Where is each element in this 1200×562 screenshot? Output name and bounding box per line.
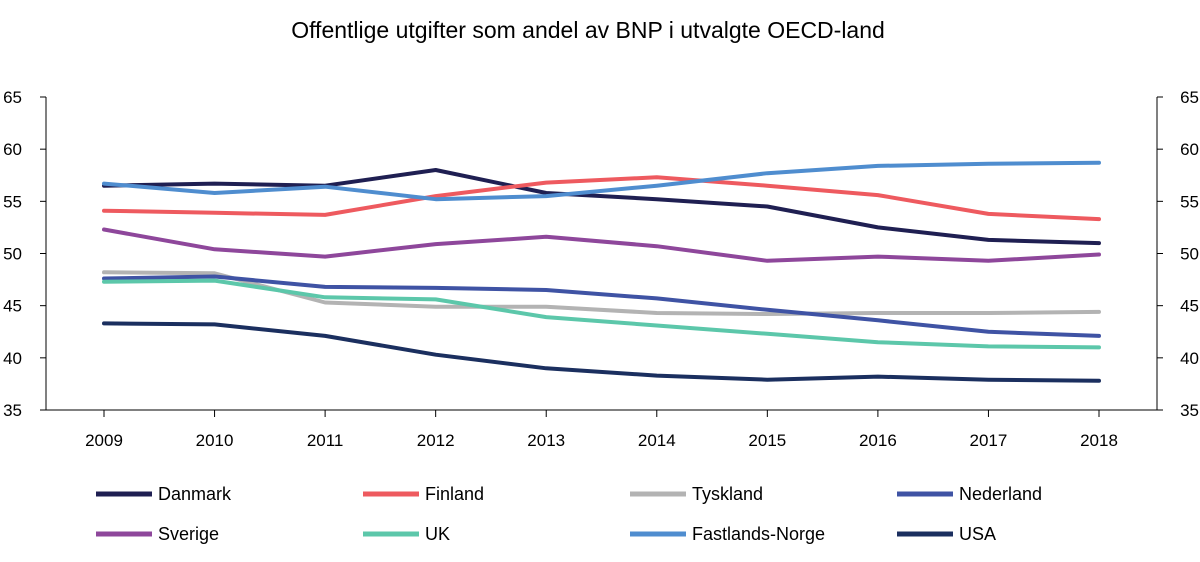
legend-item-tyskland: Tyskland [630, 484, 763, 504]
x-tick-label: 2009 [85, 431, 123, 450]
series-line-fastlands-norge [102, 160, 1101, 202]
series-lines [102, 160, 1101, 383]
x-tick-label: 2013 [527, 431, 565, 450]
legend-label: UK [425, 524, 450, 544]
series-line-finland [102, 175, 1101, 222]
y-tick-label-left: 35 [3, 401, 22, 420]
legend-label: USA [959, 524, 996, 544]
legend-item-usa: USA [897, 524, 996, 544]
y-tick-label-right: 60 [1180, 140, 1199, 159]
legend-item-nederland: Nederland [897, 484, 1042, 504]
legend-item-finland: Finland [363, 484, 484, 504]
legend-label: Danmark [158, 484, 232, 504]
x-tick-label: 2011 [307, 431, 344, 450]
y-tick-label-right: 35 [1180, 401, 1199, 420]
y-tick-label-right: 45 [1180, 297, 1199, 316]
legend: Danmark Finland Tyskland Nederland Sverige UK… [96, 484, 1042, 544]
legend-label: Nederland [959, 484, 1042, 504]
x-ticks: 2009 2010 2011 2012 2013 2014 2015 2016 2017 2018 [85, 410, 1118, 450]
series-line-danmark [102, 168, 1101, 246]
legend-item-fastlands-norge: Fastlands-Norge [630, 524, 825, 544]
y-tick-label-right: 40 [1180, 349, 1199, 368]
y-tick-label-left: 65 [3, 88, 22, 107]
series-line-nederland [102, 274, 1101, 338]
y-tick-label-right: 55 [1180, 192, 1199, 211]
y-tick-label-left: 55 [3, 192, 22, 211]
series-line-uk [102, 278, 1101, 350]
series-line-usa [102, 321, 1101, 383]
y-tick-label-left: 45 [3, 297, 22, 316]
y-tick-label-right: 50 [1180, 245, 1199, 264]
y-ticks-left: 35 40 45 50 55 60 65 [3, 88, 46, 420]
x-tick-label: 2015 [748, 431, 786, 450]
x-tick-label: 2012 [417, 431, 455, 450]
y-tick-label-left: 50 [3, 245, 22, 264]
x-tick-label: 2018 [1080, 431, 1118, 450]
legend-label: Tyskland [692, 484, 763, 504]
y-tick-label-left: 60 [3, 140, 22, 159]
x-tick-label: 2014 [638, 431, 676, 450]
x-tick-label: 2010 [196, 431, 234, 450]
series-line-sverige [102, 227, 1101, 263]
legend-label: Finland [425, 484, 484, 504]
y-tick-label-left: 40 [3, 349, 22, 368]
legend-label: Fastlands-Norge [692, 524, 825, 544]
legend-item-sverige: Sverige [96, 524, 219, 544]
x-tick-label: 2016 [859, 431, 897, 450]
legend-item-uk: UK [363, 524, 450, 544]
x-tick-label: 2017 [970, 431, 1008, 450]
legend-label: Sverige [158, 524, 219, 544]
y-ticks-right: 35 40 45 50 55 60 65 [1157, 88, 1199, 420]
legend-item-danmark: Danmark [96, 484, 232, 504]
chart-title: Offentlige utgifter som andel av BNP i u… [291, 17, 885, 43]
y-tick-label-right: 65 [1180, 88, 1199, 107]
